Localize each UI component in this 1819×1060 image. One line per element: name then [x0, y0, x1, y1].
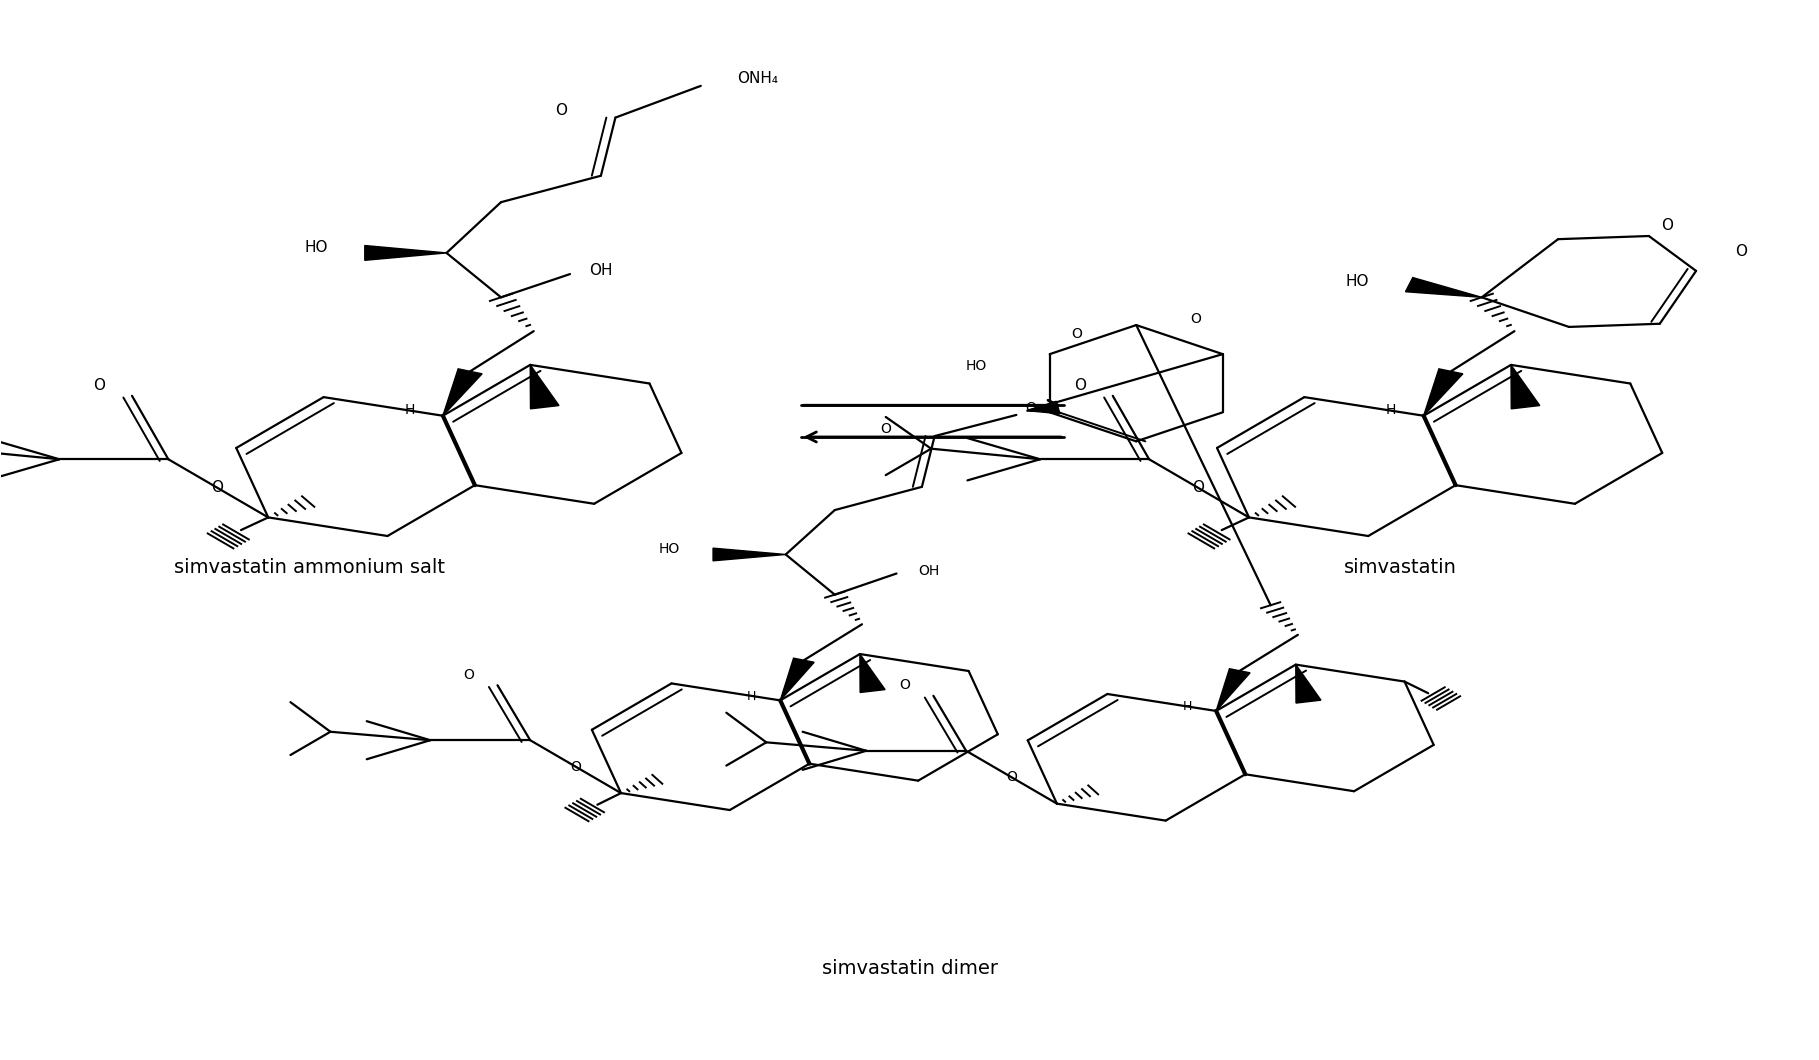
Text: H: H [1386, 404, 1397, 418]
Text: O: O [1191, 313, 1202, 326]
Polygon shape [1512, 365, 1539, 409]
Text: H: H [406, 404, 415, 418]
Text: simvastatin: simvastatin [1344, 558, 1457, 577]
Text: OH: OH [589, 263, 613, 279]
Polygon shape [1295, 665, 1321, 703]
Polygon shape [860, 654, 886, 692]
Text: O: O [1071, 326, 1082, 340]
Text: simvastatin dimer: simvastatin dimer [822, 959, 997, 978]
Text: O: O [1735, 245, 1748, 260]
Polygon shape [713, 548, 786, 561]
Text: HO: HO [306, 241, 329, 255]
Text: O: O [464, 668, 475, 682]
Polygon shape [529, 365, 558, 409]
Polygon shape [1217, 669, 1250, 711]
Text: HO: HO [658, 543, 680, 556]
Text: simvastatin ammonium salt: simvastatin ammonium salt [175, 558, 446, 577]
Text: O: O [211, 480, 224, 495]
Text: HO: HO [1346, 273, 1370, 289]
Text: O: O [569, 760, 580, 774]
Text: HO: HO [966, 358, 986, 373]
Text: O: O [1661, 218, 1673, 233]
Text: O: O [1073, 377, 1086, 393]
Text: O: O [1026, 401, 1037, 414]
Polygon shape [1028, 402, 1060, 413]
Text: O: O [93, 377, 106, 393]
Text: O: O [555, 103, 568, 118]
Text: O: O [1006, 771, 1017, 784]
Text: O: O [899, 678, 910, 692]
Text: O: O [1191, 480, 1204, 495]
Text: H: H [1182, 701, 1191, 713]
Text: ONH₄: ONH₄ [737, 71, 779, 86]
Text: H: H [746, 690, 757, 703]
Text: OH: OH [919, 564, 940, 579]
Polygon shape [1406, 278, 1482, 297]
Text: O: O [880, 422, 891, 436]
Polygon shape [780, 658, 815, 701]
Polygon shape [366, 246, 446, 261]
Polygon shape [442, 369, 482, 416]
Polygon shape [1424, 369, 1462, 416]
